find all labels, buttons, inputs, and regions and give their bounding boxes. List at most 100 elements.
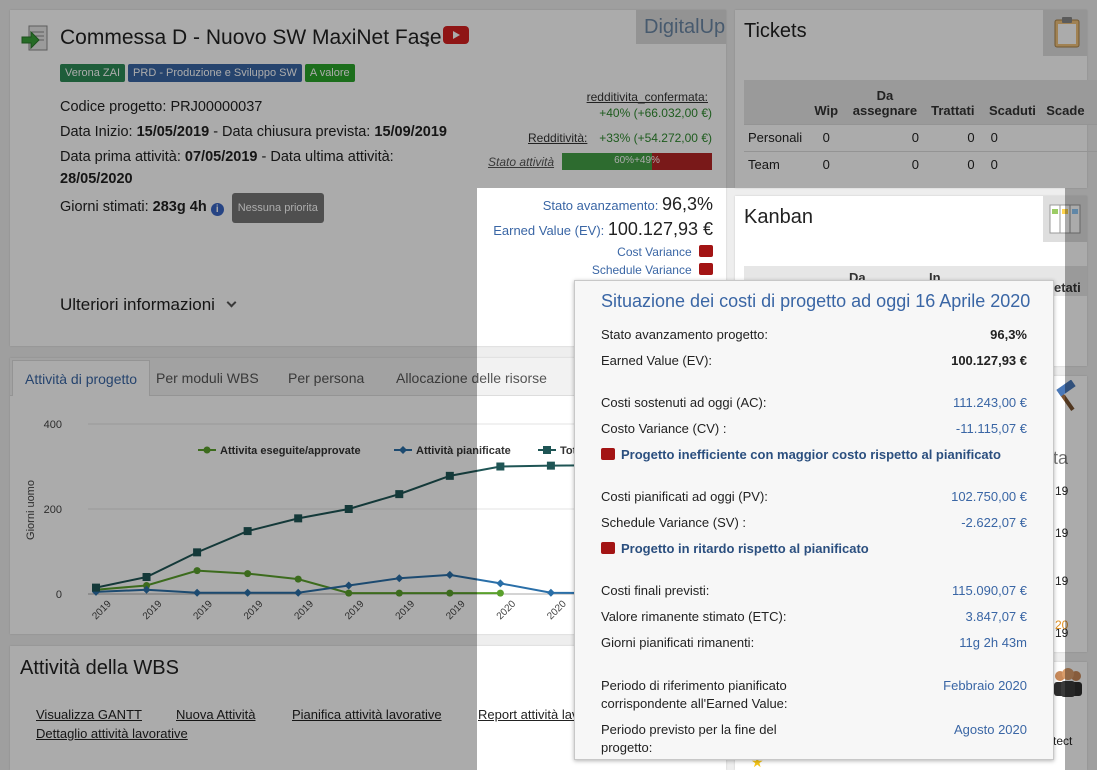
x-tick-label: 2019 [444,598,468,622]
tickets-header-row: Wip Da assegnare Trattati Scaduti Scade [744,80,1097,124]
data-point [395,490,404,499]
y-tick-label: 0 [56,589,62,601]
tooltip-row: Costi sostenuti ad oggi (AC): 111.243,00 … [601,395,1027,410]
cost-variance-line[interactable]: Cost Variance [617,245,713,259]
x-tick-label: 2019 [141,598,165,622]
tooltip-cost-warning: Progetto inefficiente con maggior costo … [601,447,1001,462]
table-row[interactable]: Team 0 0 0 0 [744,150,1097,178]
link-report[interactable]: Report attività lav [478,707,579,722]
project-panel: Commessa D - Nuovo SW MaxiNet Fase 2 Dig… [10,10,726,346]
tickets-col-scade: Scade [1042,80,1097,124]
redd-label[interactable]: Redditività: [528,131,588,145]
data-point [294,575,302,583]
data-inizio-value: 15/05/2019 [136,124,210,140]
codice-line: Codice progetto: PRJ00000037 [60,99,263,115]
ultima-attivita-value: 28/05/2020 [60,171,133,187]
more-vert-icon[interactable] [422,30,432,48]
tickets-table: Wip Da assegnare Trattati Scaduti Scade … [744,80,1097,178]
stato-attivita-text: 60%+49% [614,155,660,166]
legend-marker [203,446,211,454]
side-date: 19 [1055,626,1069,640]
data-point [193,548,202,557]
y-axis-label: Giorni uomo [25,480,37,540]
table-row[interactable]: Personali 0 0 0 0 [744,123,1097,151]
link-gantt[interactable]: Visualizza GANTT [36,707,142,722]
data-point [243,588,252,597]
x-tick-label: 2019 [343,598,367,622]
thumbs-down-icon [699,245,713,257]
tooltip-title: Situazione dei costi di progetto ad oggi… [601,291,1031,311]
data-point [244,570,252,578]
x-tick-label: 2019 [293,598,317,622]
team-people-icon [1054,668,1082,697]
side-date: 19 [1055,484,1069,498]
data-point [345,589,353,597]
link-dettaglio[interactable]: Dettaglio attività lavorative [36,726,188,741]
youtube-icon[interactable] [443,26,469,44]
data-point [546,461,555,470]
side-date-orange: 20 [1055,618,1069,632]
date-line: Data Inizio: 15/05/2019 - Data chiusura … [60,124,447,140]
tag-location: Verona ZAI [60,64,126,82]
link-nuova-attivita[interactable]: Nuova Attività [176,707,256,722]
brand-box: DigitalUp [636,10,726,44]
tickets-col-wip: Wip [805,80,847,124]
redd-conf-label[interactable]: redditivita_confermata: [586,90,708,104]
stato-attivita-label[interactable]: Stato attività [488,155,555,169]
project-import-icon [21,25,48,51]
data-point [344,505,353,513]
legend-marker [399,446,407,454]
codice-value: PRJ00000037 [170,99,263,115]
tooltip-row: Earned Value (EV): 100.127,93 € [601,353,1027,368]
row-name: Team [744,150,806,178]
tag-department: PRD - Produzione e Sviluppo SW [128,64,302,82]
cost-tooltip: Situazione dei costi di progetto ad oggi… [574,280,1054,760]
tooltip-row: Stato avanzamento progetto: 96,3% [601,327,1027,342]
data-point [92,583,100,592]
data-point [143,582,151,589]
giorni-value: 283g 4h [152,199,207,215]
project-title: Commessa D - Nuovo SW MaxiNet Fase 2 [60,26,460,49]
tooltip-row: Costi finali previsti: 115.090,07 € [601,583,1027,598]
x-tick-label: 2019 [242,598,266,622]
tab-attivita-progetto[interactable]: Attività di progetto [12,360,151,396]
tickets-col-empty [744,80,806,124]
x-tick-label: 2019 [394,598,418,622]
tooltip-row: Giorni pianificati rimanenti: 11g 2h 43m [601,635,1027,650]
tooltip-row: Valore rimanente stimato (ETC): 3.847,07 … [601,609,1027,624]
data-point [243,527,252,536]
tooltip-row: Schedule Variance (SV) : -2.622,07 € [601,515,1027,530]
data-point [294,514,303,523]
prima-attivita-value: 07/05/2019 [184,149,258,165]
data-point [395,589,403,597]
giorni-line: Giorni stimati: 283g 4h i Nessuna priori… [60,193,324,223]
row-name: Personali [744,123,806,151]
y-tick-label: 400 [44,419,62,431]
tooltip-row: Costi pianificati ad oggi (PV): 102.750,0… [601,489,1027,504]
tab-allocazione-risorse[interactable]: Allocazione delle risorse [396,370,547,386]
link-pianifica[interactable]: Pianifica attività lavorative [292,707,442,722]
data-point [496,462,505,471]
brand-label: DigitalUp [644,16,726,38]
tab-moduli-wbs[interactable]: Per moduli WBS [156,370,259,386]
more-info-toggle[interactable]: Ulteriori informazioni [60,295,237,315]
data-point [193,588,202,597]
tab-per-persona[interactable]: Per persona [288,370,365,386]
legend-entry: Attivita eseguite/approvate [220,445,361,457]
schedule-variance-line[interactable]: Schedule Variance [592,263,713,277]
redd-value: +33% (+54.272,00 €) [599,131,712,145]
info-icon[interactable]: i [210,203,224,216]
redd-conf-value: +40% (+66.032,00 €) [599,106,712,120]
priority-badge: Nessuna priorita [231,193,324,223]
data-point [445,570,454,579]
data-point [142,573,151,581]
project-tags: Verona ZAI PRD - Produzione e Sviluppo SW… [60,63,358,82]
data-point [142,585,151,594]
side-date: 19 [1055,526,1069,540]
series-line [95,463,653,589]
earned-value-line: Earned Value (EV): 100.127,93 € [493,219,713,239]
tooltip-row: Periodo previsto per la fine del progetto… [601,722,1027,755]
x-tick-label: 2019 [90,598,114,622]
kanban-board-icon [1049,204,1081,234]
data-point [395,574,404,583]
